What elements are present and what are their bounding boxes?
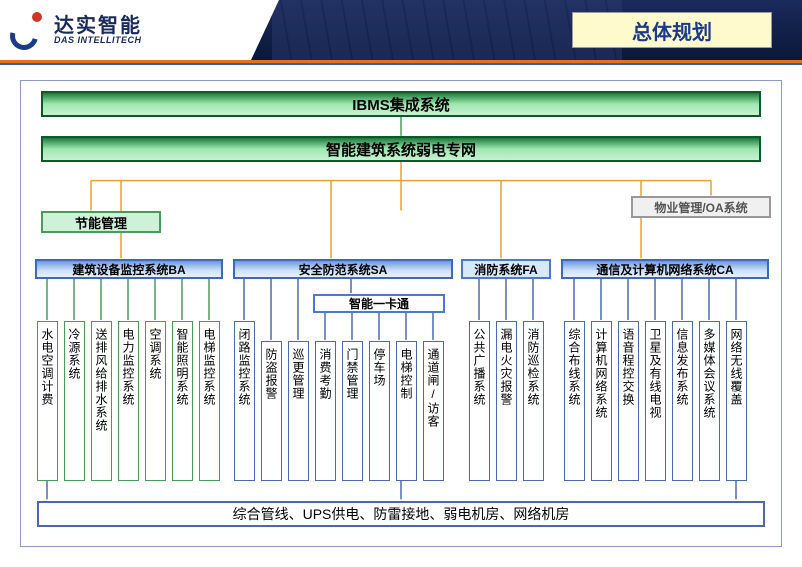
subsystem-v13: 停车场	[369, 341, 390, 481]
subsystem-v18: 消防巡检系统	[523, 321, 544, 481]
header: 达实智能 DAS INTELLITECH 总体规划	[0, 0, 802, 60]
subsystem-v9: 防盗报警	[261, 341, 282, 481]
subsystem-v21: 语音程控交换	[618, 321, 639, 481]
header-bg-keyboard	[272, 0, 622, 60]
diagram-container: IBMS集成系统智能建筑系统弱电专网物业管理/OA系统节能管理建筑设备监控系统B…	[20, 80, 782, 547]
subsystem-v4: 电力监控系统	[118, 321, 139, 481]
subsystem-v15: 通道闸/访客	[423, 341, 444, 481]
node-l2: 智能建筑系统弱电专网	[41, 136, 761, 162]
infrastructure-footer: 综合管线、UPS供电、防雷接地、弱电机房、网络机房	[37, 501, 765, 527]
node-sa: 安全防范系统SA	[233, 259, 453, 279]
subsystem-v20: 计算机网络系统	[591, 321, 612, 481]
node-ba: 建筑设备监控系统BA	[35, 259, 223, 279]
node-card: 智能一卡通	[313, 294, 445, 313]
subsystem-v3: 送排风给排水系统	[91, 321, 112, 481]
subsystem-v22: 卫星及有线电视	[645, 321, 666, 481]
subsystem-v5: 空调系统	[145, 321, 166, 481]
node-fa: 消防系统FA	[461, 259, 551, 279]
subsystem-v23: 信息发布系统	[672, 321, 693, 481]
node-l1: IBMS集成系统	[41, 91, 761, 117]
subsystem-v19: 综合布线系统	[564, 321, 585, 481]
node-ca: 通信及计算机网络系统CA	[561, 259, 769, 279]
node-oa: 物业管理/OA系统	[631, 196, 771, 218]
subsystem-v24: 多媒体会议系统	[699, 321, 720, 481]
subsystem-v12: 门禁管理	[342, 341, 363, 481]
logo-icon	[8, 10, 48, 50]
divider-blue	[0, 63, 802, 65]
node-energy: 节能管理	[41, 211, 161, 233]
subsystem-v16: 公共广播系统	[469, 321, 490, 481]
subsystem-v10: 巡更管理	[288, 341, 309, 481]
subsystem-v8: 闭路监控系统	[234, 321, 255, 481]
logo-text-en: DAS INTELLITECH	[54, 36, 142, 45]
subsystem-v1: 水电空调计费	[37, 321, 58, 481]
subsystem-v11: 消费考勤	[315, 341, 336, 481]
subsystem-v2: 冷源系统	[64, 321, 85, 481]
subsystem-v6: 智能照明系统	[172, 321, 193, 481]
slide-title: 总体规划	[572, 12, 772, 48]
logo-text-cn: 达实智能	[54, 16, 142, 36]
subsystem-v14: 电梯控制	[396, 341, 417, 481]
subsystem-v25: 网络无线覆盖	[726, 321, 747, 481]
subsystem-v7: 电梯监控系统	[199, 321, 220, 481]
logo-area: 达实智能 DAS INTELLITECH	[0, 0, 235, 60]
subsystem-v17: 漏电火灾报警	[496, 321, 517, 481]
